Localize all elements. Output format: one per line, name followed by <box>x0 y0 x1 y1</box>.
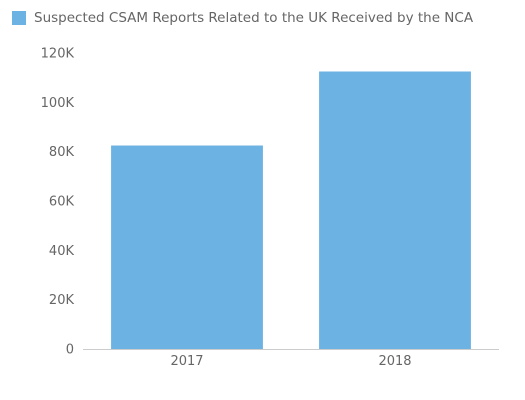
y-tick-label: 60K <box>49 195 75 210</box>
y-tick-label: 120K <box>41 47 75 62</box>
x-tick-label: 2017 <box>170 354 203 369</box>
y-tick-label: 40K <box>49 244 75 259</box>
chart-legend: Suspected CSAM Reports Related to the UK… <box>12 10 473 26</box>
bar-2018 <box>319 71 471 349</box>
y-tick-label: 100K <box>41 96 75 111</box>
x-tick-label: 2018 <box>378 354 411 369</box>
bar-2017 <box>111 145 263 349</box>
legend-swatch <box>12 11 26 25</box>
y-tick-label: 80K <box>49 145 75 160</box>
y-tick-label: 20K <box>49 293 75 308</box>
legend-label: Suspected CSAM Reports Related to the UK… <box>34 10 474 26</box>
y-tick-label: 0 <box>66 343 74 358</box>
